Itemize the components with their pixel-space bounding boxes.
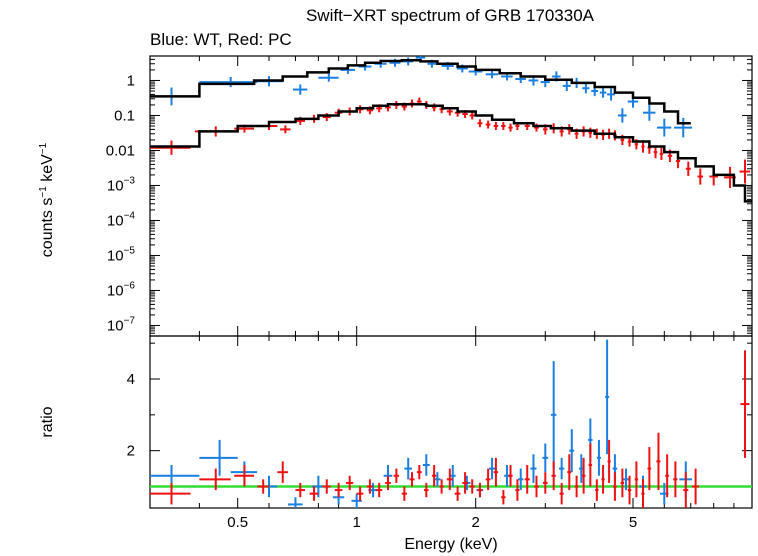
y-tick-label: 0.01: [106, 142, 135, 159]
y-tick-label-base: 10: [107, 212, 124, 229]
x-tick-label: 0.5: [227, 514, 248, 531]
y-tick-label-exponent: −3: [124, 175, 136, 186]
x-axis-label: Energy (keV): [404, 536, 497, 553]
x-tick-label: 5: [629, 514, 637, 531]
y-tick-label-exponent: −5: [124, 245, 136, 256]
y-tick-label-base: 10: [107, 177, 124, 194]
y-tick-label: 10−3: [107, 175, 136, 194]
spectrum-panel-frame: [149, 55, 753, 337]
spectrum-y-axis-label: counts s−1 keV−1: [38, 142, 56, 257]
x-tick-label: 1: [353, 514, 361, 531]
ylabel-exp-2: −1: [38, 142, 49, 154]
ratio-panel-frame: [149, 335, 753, 509]
y-tick-label-base: 10: [107, 247, 124, 264]
ratio-y-axis-label: ratio: [39, 406, 56, 437]
ylabel-mid: keV: [39, 154, 56, 186]
ylabel-exp-1: −1: [38, 186, 49, 198]
y-tick-label: 0.1: [114, 107, 135, 124]
series-wt-spectrum: [150, 56, 692, 138]
y-tick-label: 4: [127, 371, 135, 388]
chart-title: Swift−XRT spectrum of GRB 170330A: [305, 6, 595, 25]
y-tick-label-base: 10: [107, 282, 124, 299]
ylabel-base: counts s: [39, 198, 56, 258]
model-step-pc: [150, 102, 752, 203]
y-tick-label: 10−6: [107, 280, 136, 299]
y-tick-label: 10−4: [107, 210, 136, 229]
y-tick-label: 1: [127, 72, 135, 89]
x-tick-label: 2: [472, 514, 480, 531]
chart-subtitle: Blue: WT, Red: PC: [150, 30, 292, 49]
series-pc-ratio: [150, 350, 750, 508]
y-tick-label-exponent: −7: [124, 315, 136, 326]
y-tick-label: 10−7: [107, 315, 136, 334]
model-step-wt: [150, 58, 691, 125]
series-pc-spectrum: [150, 97, 751, 188]
y-tick-label-exponent: −6: [124, 280, 136, 291]
series-wt-ratio: [150, 339, 692, 508]
y-tick-label-exponent: −4: [124, 210, 136, 221]
y-tick-label-base: 10: [107, 317, 124, 334]
y-tick-label: 2: [127, 443, 135, 460]
y-tick-label: 10−5: [107, 245, 136, 264]
